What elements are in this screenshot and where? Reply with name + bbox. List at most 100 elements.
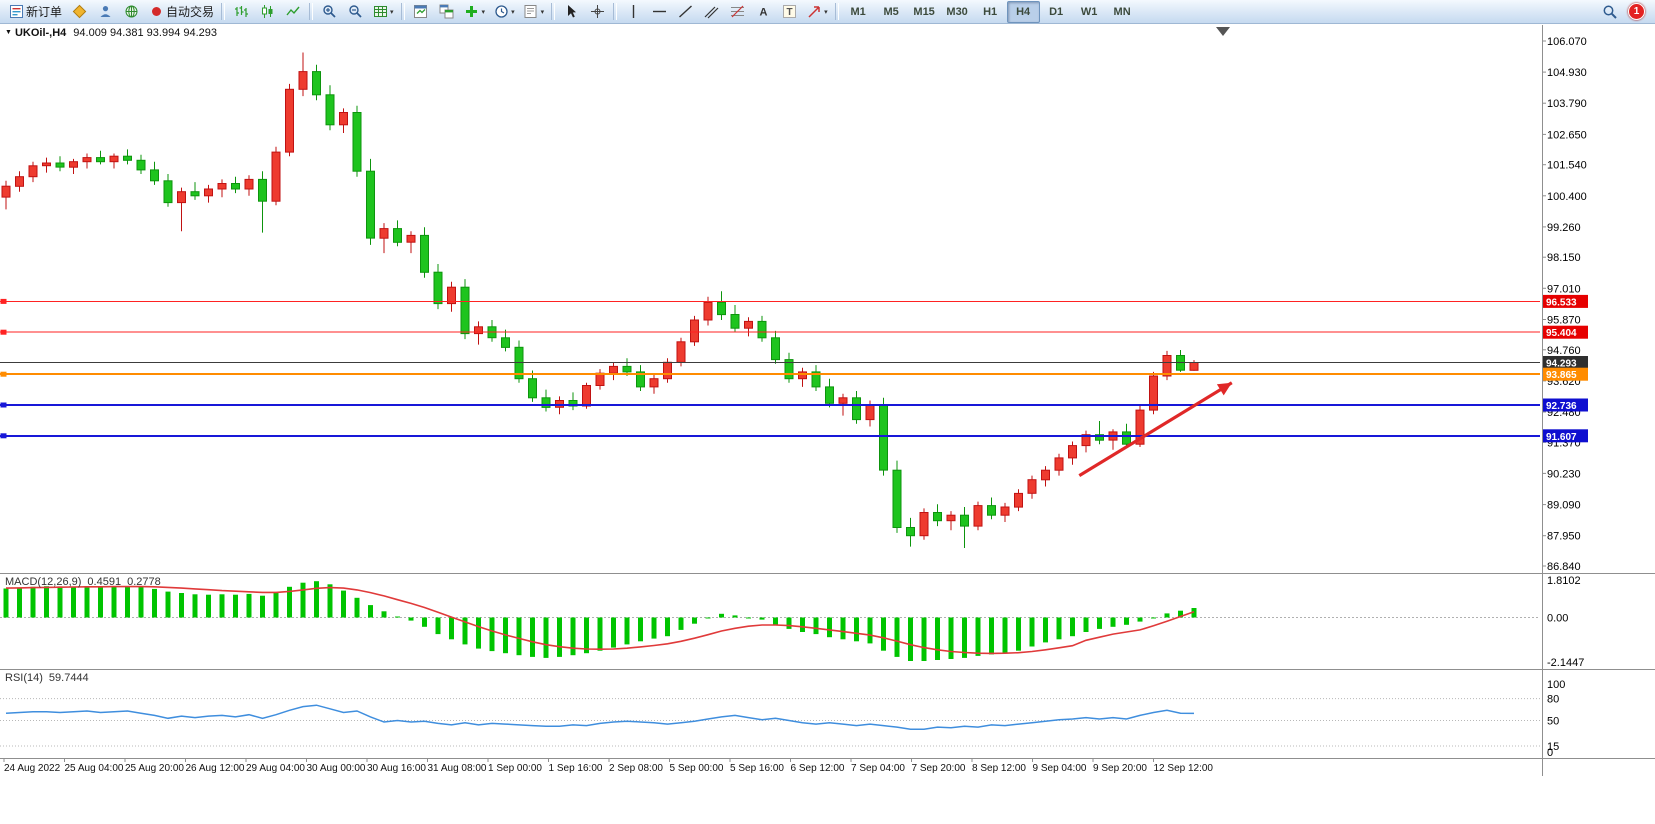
templates-icon [523, 4, 539, 20]
rsi-indicator-label: RSI(14) 59.7444 [5, 672, 89, 684]
svg-text:9 Sep 04:00: 9 Sep 04:00 [1033, 763, 1087, 774]
text-button[interactable]: A [750, 1, 776, 23]
tile-windows-button[interactable] [408, 1, 434, 23]
timeframe-d1-button[interactable]: D1 [1049, 5, 1064, 18]
chart-symbol-label: UKOil-,H4 [14, 27, 67, 39]
svg-text:-2.1447: -2.1447 [1547, 657, 1584, 669]
horizontal-line-button[interactable] [646, 1, 672, 23]
svg-text:30 Aug 00:00: 30 Aug 00:00 [307, 763, 366, 774]
auto-trading-label: 自动交易 [166, 5, 215, 19]
fibonacci-button[interactable] [724, 1, 750, 23]
svg-text:104.930: 104.930 [1547, 67, 1587, 79]
new-order-button[interactable]: 新订单 [4, 1, 66, 23]
search-button[interactable] [1597, 1, 1623, 23]
macd-indicator-label: MACD(12,26,9) 0.4591 0.2778 [5, 576, 161, 588]
timeframe-w1-button[interactable]: W1 [1080, 5, 1098, 18]
arrange-windows-button[interactable] [434, 1, 460, 23]
cursor-button[interactable] [558, 1, 584, 23]
chart-shift-marker-icon[interactable] [1216, 27, 1230, 36]
svg-text:50: 50 [1547, 716, 1559, 728]
navigator-button[interactable] [118, 1, 144, 23]
hline-91.607[interactable] [0, 433, 1540, 439]
trend-line-button[interactable] [672, 1, 698, 23]
hline-95.404[interactable] [0, 329, 1540, 335]
timeframe-h4-button[interactable]: H4 [1006, 0, 1040, 23]
hline-96.533[interactable] [0, 298, 1540, 304]
svg-text:91.607: 91.607 [1546, 432, 1577, 443]
chart-title: ▼ UKOil-,H4 94.009 94.381 93.994 94.293 [5, 27, 217, 39]
rsi-value: 59.7444 [48, 672, 89, 684]
svg-text:98.150: 98.150 [1547, 252, 1581, 264]
svg-text:97.010: 97.010 [1547, 283, 1581, 295]
toolbar-right-group: 1 [1597, 1, 1651, 23]
svg-text:5 Sep 16:00: 5 Sep 16:00 [730, 763, 784, 774]
vertical-line-button[interactable] [620, 1, 646, 23]
data-window-button[interactable] [92, 1, 118, 23]
text-label-button[interactable]: T [776, 1, 802, 23]
timeframe-h1-button[interactable]: H1 [983, 5, 998, 18]
svg-text:0.00: 0.00 [1547, 613, 1568, 625]
svg-text:86.840: 86.840 [1547, 561, 1581, 573]
auto-trading-icon [148, 4, 164, 20]
timeframe-mn-button[interactable]: MN [1113, 5, 1131, 18]
chart-symbol-caret-icon[interactable]: ▼ [5, 29, 12, 36]
timeframe-m30-button[interactable]: M30 [946, 5, 968, 18]
macd-main-value: 0.4591 [87, 576, 122, 588]
timeframe-m5-button[interactable]: M5 [883, 5, 899, 18]
crosshair-button[interactable] [584, 1, 610, 23]
notification-badge[interactable]: 1 [1628, 3, 1645, 20]
macd-name: MACD(12,26,9) [5, 576, 82, 588]
timeframe-m1-button[interactable]: M1 [850, 5, 866, 18]
svg-text:100.400: 100.400 [1547, 191, 1587, 203]
rsi-line [5, 704, 1195, 731]
zoom-out-button[interactable] [342, 1, 368, 23]
svg-text:89.090: 89.090 [1547, 500, 1581, 512]
candle-chart-mode-button[interactable] [254, 1, 280, 23]
price-tag-93.865: 93.865 [1543, 367, 1588, 381]
svg-text:92.736: 92.736 [1546, 401, 1577, 412]
svg-text:99.260: 99.260 [1547, 222, 1581, 234]
line-chart-mode-button[interactable] [280, 1, 306, 23]
svg-text:24 Aug 2022: 24 Aug 2022 [4, 763, 61, 774]
svg-text:1.8102: 1.8102 [1547, 575, 1581, 587]
svg-text:80: 80 [1547, 694, 1559, 706]
zoom-in-button[interactable] [316, 1, 342, 23]
market-watch-icon [71, 4, 87, 20]
svg-text:100: 100 [1547, 679, 1565, 691]
periods-caret-icon: ▾ [511, 8, 515, 16]
grid-caret-icon: ▾ [390, 8, 394, 16]
timeframe-m15-button[interactable]: M15 [913, 5, 935, 18]
toolbar: 新订单 自动交易 ▾ ▾ ▾ ▾ A T ▾ M1 M5 M15 M30 H1 H4 D1 W1 MN 1 [0, 0, 1655, 24]
arrows-tool-icon [806, 4, 822, 20]
text-label-icon: T [781, 4, 797, 20]
line-chart-mode-icon [285, 4, 301, 20]
price-axis[interactable]: 106.070 104.930 103.790 102.650 101.540 100.4… [1542, 36, 1589, 759]
auto-trading-button[interactable]: 自动交易 [144, 1, 218, 23]
svg-text:87.950: 87.950 [1547, 531, 1581, 543]
hline-92.736[interactable] [0, 402, 1540, 408]
text-icon: A [755, 4, 771, 20]
svg-text:5 Sep 00:00: 5 Sep 00:00 [670, 763, 724, 774]
grid-button[interactable]: ▾ [368, 1, 398, 23]
indicators-button[interactable]: ▾ [460, 1, 490, 23]
zoom-in-icon [321, 4, 337, 20]
periods-button[interactable]: ▾ [489, 1, 519, 23]
price-tag-95.404: 95.404 [1543, 325, 1588, 339]
grid-icon [372, 4, 388, 20]
price-tag-94.293: 94.293 [1543, 356, 1588, 370]
market-watch-button[interactable] [66, 1, 92, 23]
svg-text:25 Aug 20:00: 25 Aug 20:00 [125, 763, 184, 774]
time-axis[interactable]: 24 Aug 2022 25 Aug 04:00 25 Aug 20:00 26 Au… [3, 759, 1214, 774]
bar-chart-mode-button[interactable] [228, 1, 254, 23]
arrows-tool-button[interactable]: ▾ [802, 1, 832, 23]
trend-arrow-annotation[interactable] [1078, 381, 1233, 477]
new-order-label: 新订单 [26, 5, 63, 19]
horizontal-lines [0, 298, 1540, 439]
channel-button[interactable] [698, 1, 724, 23]
navigator-icon [123, 4, 139, 20]
bar-chart-mode-icon [233, 4, 249, 20]
svg-text:12 Sep 12:00: 12 Sep 12:00 [1154, 763, 1214, 774]
templates-button[interactable]: ▾ [519, 1, 549, 23]
hline-93.865[interactable] [0, 371, 1540, 377]
